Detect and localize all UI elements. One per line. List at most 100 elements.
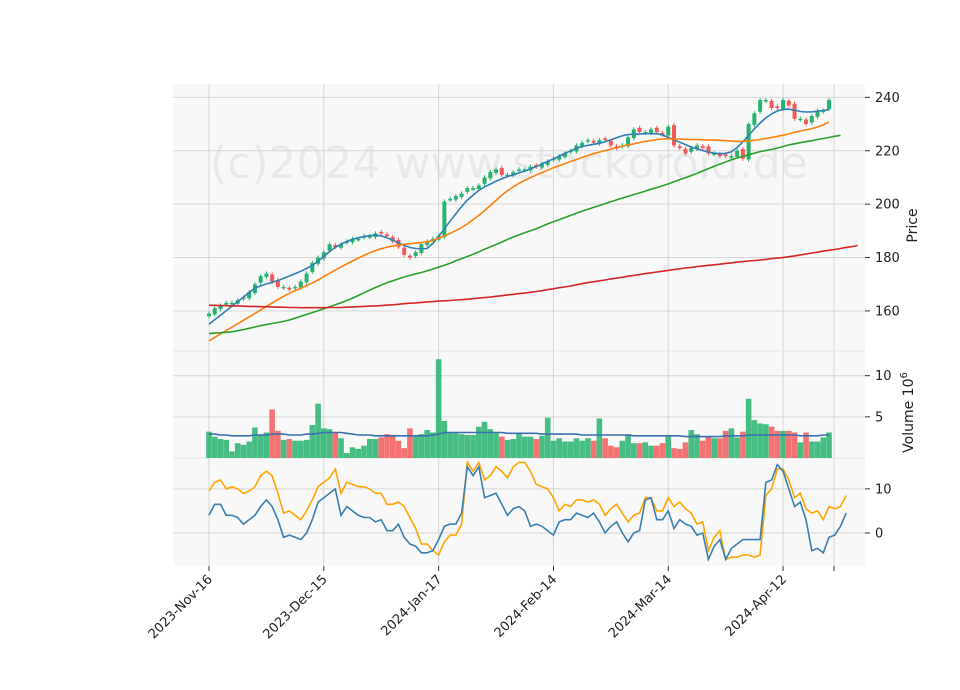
- volume-bar: [791, 432, 798, 458]
- candle-up: [459, 193, 464, 197]
- volume-bar: [745, 398, 752, 458]
- volume-bar: [447, 432, 453, 458]
- candle-up: [815, 110, 820, 117]
- candle-up: [694, 145, 699, 149]
- volume-bar: [257, 434, 264, 458]
- candle-up: [809, 116, 814, 123]
- volume-bar: [573, 438, 580, 458]
- candle-up: [453, 196, 458, 200]
- candle-up: [562, 153, 567, 157]
- volume-tick-label: 10: [875, 369, 892, 384]
- volume-bar: [539, 435, 545, 458]
- candle-up: [448, 198, 453, 201]
- candle-up: [494, 169, 499, 173]
- candle-up: [482, 177, 487, 184]
- volume-bar: [435, 359, 442, 458]
- volume-bar: [412, 436, 419, 458]
- volume-bar: [343, 453, 350, 458]
- candle-up: [758, 100, 763, 112]
- volume-bar: [510, 439, 517, 458]
- candle-up: [712, 153, 717, 155]
- volume-bar: [240, 444, 247, 458]
- volume-bar: [246, 441, 252, 458]
- volume-bar: [298, 440, 304, 458]
- candle-up: [465, 188, 470, 192]
- volume-average-line: [209, 431, 829, 438]
- ma-long-line: [208, 134, 841, 335]
- volume-bar: [602, 438, 608, 458]
- volume-bar: [401, 448, 407, 458]
- candle-up: [649, 129, 654, 133]
- volume-bar: [441, 420, 448, 458]
- volume-bar: [751, 420, 758, 458]
- volume-bar: [217, 439, 224, 458]
- candle-up: [247, 292, 252, 299]
- volume-bar: [797, 442, 804, 458]
- volume-bar: [395, 440, 402, 458]
- volume-bar: [407, 428, 413, 458]
- candle-up: [505, 174, 510, 177]
- volume-bar: [349, 447, 356, 458]
- volume-bar: [464, 434, 471, 458]
- volume-bar: [544, 417, 551, 458]
- volume-bar: [430, 432, 436, 458]
- volume-bar: [786, 430, 792, 458]
- volume-bar: [234, 443, 241, 458]
- volume-bar: [579, 440, 585, 458]
- candle-down: [723, 154, 728, 157]
- x-tick-label: 2024-Apr-12: [722, 572, 789, 639]
- candle-up: [545, 161, 550, 165]
- volume-bar: [372, 439, 379, 458]
- volume-bar: [590, 440, 597, 458]
- volume-bar: [728, 428, 735, 458]
- volume-bar: [717, 438, 723, 458]
- candle-down: [740, 149, 745, 159]
- price-tick-label: 160: [875, 304, 900, 319]
- volume-bar: [418, 434, 425, 458]
- candle-down: [769, 100, 774, 109]
- candle-up: [511, 172, 516, 176]
- candle-down: [499, 167, 504, 175]
- volume-bar: [763, 424, 769, 458]
- volume-bar: [688, 430, 695, 458]
- candle-up: [557, 156, 562, 160]
- candle-up: [258, 276, 263, 283]
- volume-bar: [223, 439, 230, 458]
- volume-bar: [740, 431, 746, 458]
- volume-bar: [275, 430, 281, 458]
- volume-bar: [315, 403, 321, 458]
- volume-bar: [389, 435, 396, 458]
- candle-down: [275, 279, 280, 287]
- volume-bar: [814, 441, 821, 458]
- price-tick-label: 220: [875, 144, 900, 159]
- volume-bar: [826, 432, 832, 458]
- candle-up: [666, 126, 671, 136]
- candle-down: [390, 236, 395, 242]
- candle-up: [471, 188, 476, 190]
- candle-up: [643, 132, 648, 134]
- volume-bar: [424, 430, 430, 458]
- volume-bar: [808, 441, 815, 458]
- volume-bar: [280, 439, 287, 458]
- candle-up: [339, 244, 344, 248]
- candle-up: [597, 140, 602, 144]
- volume-bar: [613, 447, 620, 458]
- volume-bar: [642, 442, 649, 458]
- volume-panel: [206, 359, 832, 458]
- candle-down: [654, 127, 659, 133]
- candle-down: [677, 146, 682, 149]
- candle-down: [384, 234, 389, 237]
- oscillator-tick-label: 10: [875, 482, 892, 497]
- candle-down: [402, 247, 407, 255]
- volume-bar: [361, 445, 367, 458]
- oscillator-fast-line: [208, 463, 847, 562]
- watermark-text: (c)2024 www.stockoroid.de: [210, 138, 808, 189]
- volume-bar: [757, 423, 763, 458]
- volume-bar: [521, 436, 528, 458]
- volume-bar: [653, 445, 660, 458]
- volume-bar: [734, 437, 740, 458]
- candle-up: [281, 286, 286, 289]
- candle-down: [287, 287, 292, 290]
- candle-up: [321, 252, 326, 259]
- candle-down: [407, 255, 412, 258]
